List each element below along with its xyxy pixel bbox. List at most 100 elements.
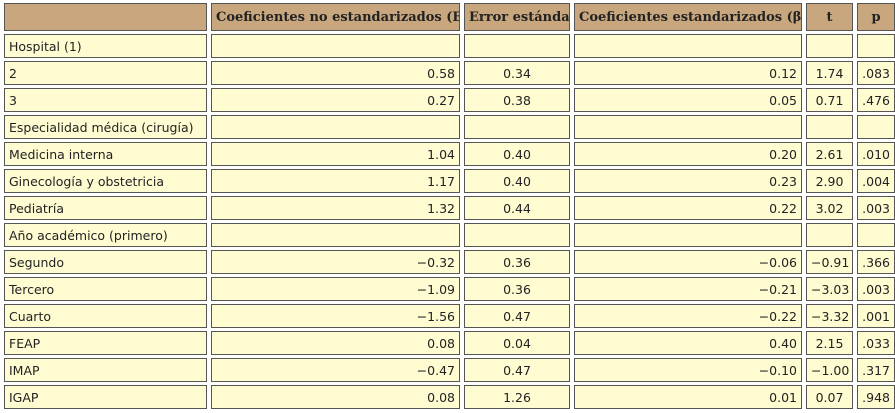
value-cell: 1.17 bbox=[211, 169, 460, 193]
row-label: Ginecología y obstetricia bbox=[4, 169, 207, 193]
value-cell: 1.74 bbox=[806, 61, 853, 85]
value-cell: .476 bbox=[857, 88, 895, 112]
value-cell: 2.61 bbox=[806, 142, 853, 166]
row-label: Medicina interna bbox=[4, 142, 207, 166]
value-cell: 1.04 bbox=[211, 142, 460, 166]
value-cell: −0.10 bbox=[574, 358, 802, 382]
value-cell: 0.08 bbox=[211, 385, 460, 409]
table-row: Segundo −0.32 0.36 −0.06 −0.91.366 bbox=[4, 250, 895, 274]
value-cell: −3.32 bbox=[806, 304, 853, 328]
value-cell: .948 bbox=[857, 385, 895, 409]
value-cell: .003 bbox=[857, 277, 895, 301]
table-row: FEAP 0.08 0.04 0.40 2.15.033 bbox=[4, 331, 895, 355]
value-cell bbox=[857, 34, 895, 58]
row-label: Segundo bbox=[4, 250, 207, 274]
table-body: Hospital (1) 2 0.58 0.34 0.12 1.74.083 3 0.27 0.… bbox=[4, 34, 895, 409]
row-label: IGAP bbox=[4, 385, 207, 409]
value-cell: −0.32 bbox=[211, 250, 460, 274]
value-cell: 0.36 bbox=[464, 250, 570, 274]
table-row: Ginecología y obstetricia 1.17 0.40 0.23 2.9… bbox=[4, 169, 895, 193]
header-cell: t bbox=[806, 3, 853, 31]
value-cell: 0.47 bbox=[464, 304, 570, 328]
table-row: 3 0.27 0.38 0.05 0.71.476 bbox=[4, 88, 895, 112]
value-cell bbox=[857, 115, 895, 139]
value-cell: .033 bbox=[857, 331, 895, 355]
value-cell: 0.22 bbox=[574, 196, 802, 220]
table-row: Pediatría 1.32 0.44 0.22 3.02.003 bbox=[4, 196, 895, 220]
value-cell: 0.40 bbox=[464, 169, 570, 193]
value-cell: 0.71 bbox=[806, 88, 853, 112]
value-cell: 0.23 bbox=[574, 169, 802, 193]
table-row: Hospital (1) bbox=[4, 34, 895, 58]
table-row: IMAP −0.47 0.47 −0.10 −1.00.317 bbox=[4, 358, 895, 382]
table-row: Especialidad médica (cirugía) bbox=[4, 115, 895, 139]
value-cell: 0.40 bbox=[574, 331, 802, 355]
value-cell: −0.47 bbox=[211, 358, 460, 382]
value-cell: 0.08 bbox=[211, 331, 460, 355]
value-cell bbox=[574, 115, 802, 139]
table-row: Medicina interna 1.04 0.40 0.20 2.61.010 bbox=[4, 142, 895, 166]
header-cell: Error estándar bbox=[464, 3, 570, 31]
value-cell: 0.58 bbox=[211, 61, 460, 85]
value-cell: −0.91 bbox=[806, 250, 853, 274]
row-label: Hospital (1) bbox=[4, 34, 207, 58]
value-cell bbox=[464, 115, 570, 139]
value-cell bbox=[464, 34, 570, 58]
value-cell bbox=[857, 223, 895, 247]
header-cell: Coeficientes estandarizados (β) bbox=[574, 3, 802, 31]
header-cell bbox=[4, 3, 207, 31]
value-cell: .003 bbox=[857, 196, 895, 220]
value-cell bbox=[464, 223, 570, 247]
row-label: Año académico (primero) bbox=[4, 223, 207, 247]
row-label: Pediatría bbox=[4, 196, 207, 220]
value-cell: 0.01 bbox=[574, 385, 802, 409]
value-cell: .010 bbox=[857, 142, 895, 166]
value-cell: 0.40 bbox=[464, 142, 570, 166]
row-label: 3 bbox=[4, 88, 207, 112]
value-cell: 0.20 bbox=[574, 142, 802, 166]
value-cell: −1.56 bbox=[211, 304, 460, 328]
value-cell: 0.44 bbox=[464, 196, 570, 220]
value-cell: 0.36 bbox=[464, 277, 570, 301]
value-cell: 0.05 bbox=[574, 88, 802, 112]
value-cell: 0.04 bbox=[464, 331, 570, 355]
value-cell bbox=[806, 34, 853, 58]
table-row: Año académico (primero) bbox=[4, 223, 895, 247]
table-row: Tercero −1.09 0.36 −0.21 −3.03.003 bbox=[4, 277, 895, 301]
value-cell: 1.32 bbox=[211, 196, 460, 220]
value-cell bbox=[806, 115, 853, 139]
value-cell: .004 bbox=[857, 169, 895, 193]
value-cell: −3.03 bbox=[806, 277, 853, 301]
value-cell: .083 bbox=[857, 61, 895, 85]
value-cell: 2.90 bbox=[806, 169, 853, 193]
value-cell: −0.22 bbox=[574, 304, 802, 328]
row-label: Especialidad médica (cirugía) bbox=[4, 115, 207, 139]
value-cell: 0.34 bbox=[464, 61, 570, 85]
value-cell: 0.38 bbox=[464, 88, 570, 112]
value-cell: −0.21 bbox=[574, 277, 802, 301]
value-cell: 1.26 bbox=[464, 385, 570, 409]
table-row: IGAP 0.08 1.26 0.01 0.07.948 bbox=[4, 385, 895, 409]
header-cell: p bbox=[857, 3, 895, 31]
row-label: 2 bbox=[4, 61, 207, 85]
value-cell bbox=[574, 34, 802, 58]
value-cell: −0.06 bbox=[574, 250, 802, 274]
row-label: Cuarto bbox=[4, 304, 207, 328]
value-cell: .366 bbox=[857, 250, 895, 274]
value-cell bbox=[806, 223, 853, 247]
value-cell: 3.02 bbox=[806, 196, 853, 220]
value-cell bbox=[211, 115, 460, 139]
row-label: Tercero bbox=[4, 277, 207, 301]
value-cell: 0.12 bbox=[574, 61, 802, 85]
value-cell bbox=[211, 223, 460, 247]
header-row: Coeficientes no estandarizados (B) Error … bbox=[4, 3, 895, 31]
value-cell: −1.09 bbox=[211, 277, 460, 301]
value-cell bbox=[574, 223, 802, 247]
table-row: Cuarto −1.56 0.47 −0.22 −3.32.001 bbox=[4, 304, 895, 328]
value-cell: 0.27 bbox=[211, 88, 460, 112]
row-label: IMAP bbox=[4, 358, 207, 382]
value-cell: 0.07 bbox=[806, 385, 853, 409]
value-cell: 2.15 bbox=[806, 331, 853, 355]
